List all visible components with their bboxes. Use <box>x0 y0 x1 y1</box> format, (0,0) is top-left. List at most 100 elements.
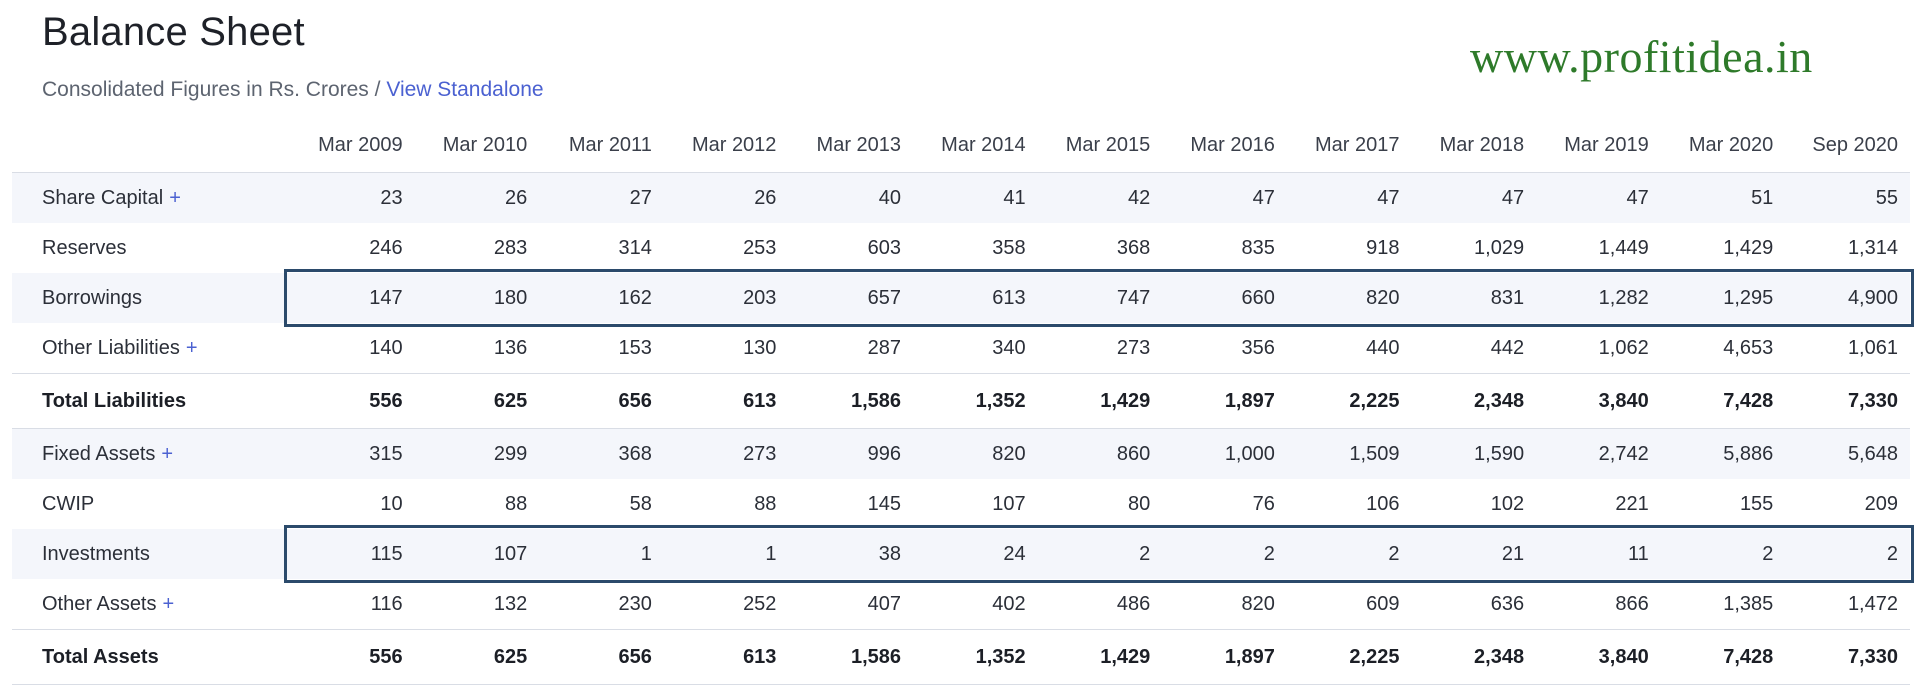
value-cell: 1,000 <box>1162 428 1287 479</box>
row-borrowings: Borrowings 147 180 162 203 657 613 747 660 820 831… <box>12 273 1910 323</box>
value-cell: 1,385 <box>1723 592 1774 615</box>
row-label[interactable]: Share Capital + <box>12 172 290 223</box>
row-label: CWIP <box>12 479 290 529</box>
value-cell: 996 <box>788 428 914 479</box>
value-cell: 831 <box>1411 273 1537 323</box>
value-cell: 613 <box>663 629 789 685</box>
expand-plus-icon[interactable]: + <box>185 336 198 359</box>
value-cell: 1,472 <box>1847 592 1898 615</box>
value-cell: 88 <box>504 492 528 515</box>
value-cell: 625 <box>414 373 540 429</box>
value-cell: 11 <box>1536 529 1661 579</box>
value-cell: 180 <box>414 273 540 323</box>
value-cell: 657 <box>788 273 914 323</box>
value-cell: 273 <box>1116 336 1151 359</box>
value-cell: 7,428 <box>1660 629 1786 685</box>
value-cell: 4,653 <box>1723 336 1774 359</box>
column-header: Mar 2016 <box>1162 118 1287 173</box>
value-cell: 820 <box>1241 592 1275 615</box>
column-header: Mar 2010 <box>414 118 540 173</box>
value-cell: 1 <box>539 529 664 579</box>
value-cell: 5,648 <box>1785 428 1910 479</box>
value-cell: 1,897 <box>1162 629 1287 685</box>
column-header: Mar 2009 <box>290 118 415 173</box>
row-label: Investments <box>12 529 290 579</box>
value-cell: 556 <box>290 373 415 429</box>
value-cell: 47 <box>1536 172 1661 223</box>
value-cell: 155 <box>1739 492 1774 515</box>
row-label[interactable]: Other Assets + <box>12 579 290 630</box>
row-investments: Investments 115 107 1 1 38 24 2 2 2 21 11 2 2 <box>12 529 1910 579</box>
row-label-text: Fixed Assets <box>42 442 156 465</box>
value-cell: 26 <box>414 172 540 223</box>
row-label-text: Share Capital <box>42 186 164 209</box>
value-cell: 246 <box>369 236 403 259</box>
value-cell: 1,449 <box>1598 236 1649 259</box>
value-cell: 41 <box>913 172 1038 223</box>
value-cell: 230 <box>618 592 652 615</box>
row-label[interactable]: Fixed Assets + <box>12 428 290 479</box>
value-cell: 3,840 <box>1536 629 1661 685</box>
value-cell: 556 <box>290 629 415 685</box>
header-label-cell <box>12 118 290 173</box>
value-cell: 21 <box>1411 529 1537 579</box>
value-cell: 47 <box>1286 172 1412 223</box>
value-cell: 26 <box>663 172 789 223</box>
value-cell: 47 <box>1411 172 1537 223</box>
row-label: Total Liabilities <box>12 373 290 429</box>
value-cell: 5,886 <box>1660 428 1786 479</box>
value-cell: 1,509 <box>1286 428 1412 479</box>
value-cell: 107 <box>414 529 540 579</box>
expand-plus-icon[interactable]: + <box>161 442 174 465</box>
page-title: Balance Sheet <box>42 10 305 54</box>
value-cell: 2,348 <box>1411 629 1537 685</box>
value-cell: 88 <box>754 492 777 515</box>
value-cell: 2 <box>1037 529 1163 579</box>
row-share-capital: Share Capital +23 26 27 26 40 41 42 47 47 47 47 51 55 <box>12 172 1910 223</box>
value-cell: 253 <box>743 236 777 259</box>
value-cell: 252 <box>743 592 777 615</box>
value-cell: 80 <box>1128 492 1151 515</box>
row-reserves: Reserves 246 283 314 253 603 358 368 835 918 1,029… <box>12 223 1910 273</box>
value-cell: 58 <box>629 492 652 515</box>
value-cell: 102 <box>1490 492 1525 515</box>
value-cell: 140 <box>369 336 403 359</box>
row-other-assets: Other Assets +116 132 230 252 407 402 486 820 609… <box>12 579 1910 630</box>
row-label-text: Total Assets <box>42 645 159 668</box>
value-cell: 1,352 <box>913 629 1038 685</box>
value-cell: 356 <box>1241 336 1275 359</box>
value-cell: 2,225 <box>1286 373 1412 429</box>
expand-plus-icon[interactable]: + <box>162 592 175 615</box>
value-cell: 402 <box>992 592 1026 615</box>
value-cell: 287 <box>867 336 902 359</box>
value-cell: 24 <box>913 529 1038 579</box>
expand-plus-icon[interactable]: + <box>169 186 181 209</box>
row-fixed-assets: Fixed Assets +315 299 368 273 996 820 860 1,000 1… <box>12 428 1910 479</box>
value-cell: 860 <box>1037 428 1163 479</box>
header-row: Mar 2009 Mar 2010 Mar 2011 Mar 2012 Mar 2013… <box>12 118 1910 173</box>
value-cell: 299 <box>414 428 540 479</box>
value-cell: 368 <box>1116 236 1151 259</box>
row-total-assets: Total Assets 556 625 656 613 1,586 1,352 1,429 1… <box>12 629 1910 685</box>
value-cell: 106 <box>1366 492 1400 515</box>
value-cell: 130 <box>743 336 777 359</box>
row-label-text: Other Assets <box>42 592 157 615</box>
value-cell: 7,330 <box>1785 373 1910 429</box>
value-cell: 660 <box>1162 273 1287 323</box>
value-cell: 203 <box>663 273 789 323</box>
value-cell: 486 <box>1116 592 1151 615</box>
value-cell: 38 <box>788 529 914 579</box>
value-cell: 221 <box>1615 492 1649 515</box>
value-cell: 2,225 <box>1286 629 1412 685</box>
value-cell: 51 <box>1660 172 1786 223</box>
value-cell: 162 <box>539 273 664 323</box>
value-cell: 358 <box>992 236 1026 259</box>
value-cell: 918 <box>1366 236 1400 259</box>
column-header: Mar 2018 <box>1411 118 1537 173</box>
row-label: Borrowings <box>12 273 290 323</box>
row-label[interactable]: Other Liabilities + <box>12 323 290 374</box>
balance-sheet-table: Mar 2009 Mar 2010 Mar 2011 Mar 2012 Mar 2013… <box>12 118 1910 685</box>
view-standalone-link[interactable]: View Standalone <box>386 78 544 101</box>
column-header: Mar 2015 <box>1037 118 1163 173</box>
